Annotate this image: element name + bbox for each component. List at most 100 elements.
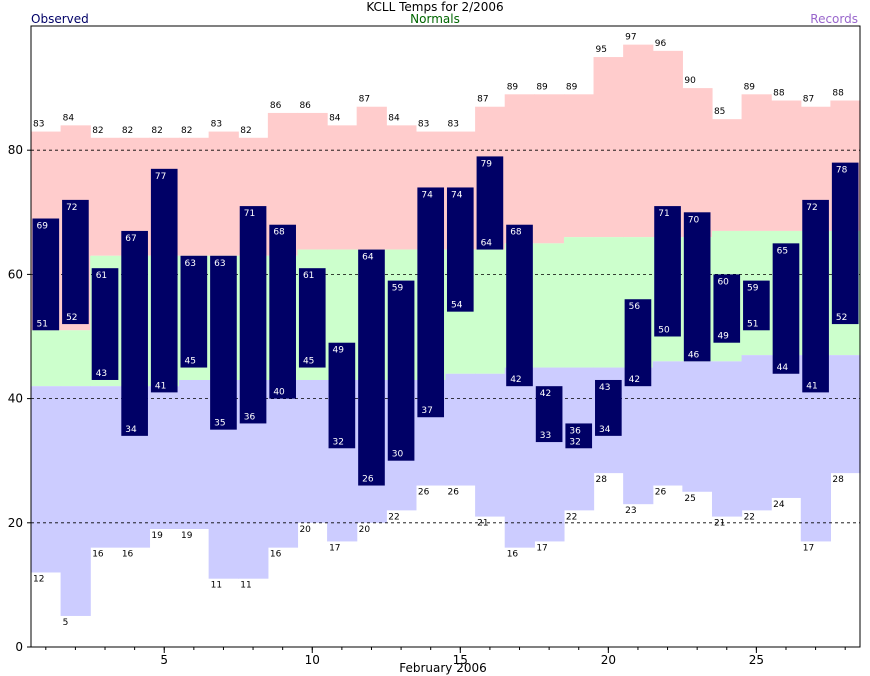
- normal-band: [534, 243, 565, 368]
- observed-low-label: 26: [362, 475, 374, 485]
- observed-bar: [713, 274, 741, 343]
- observed-high-label: 36: [569, 426, 581, 436]
- record-low-label: 19: [181, 531, 193, 541]
- record-high-label: 86: [299, 101, 311, 111]
- observed-low-label: 41: [806, 381, 817, 391]
- observed-low-label: 44: [777, 363, 789, 373]
- axes-layer: 0 20 40 60 80 5 10 15 20 25 February 2006: [8, 25, 861, 675]
- record-low-label: 16: [270, 550, 282, 560]
- y-tick-label: 20: [8, 516, 23, 530]
- record-low-band: [179, 379, 210, 530]
- observed-low-label: 30: [392, 450, 404, 460]
- record-high-label: 87: [477, 95, 488, 105]
- record-high-label: 86: [270, 101, 282, 111]
- observed-low-label: 42: [510, 375, 521, 385]
- observed-bar: [298, 268, 326, 368]
- record-high-label: 96: [655, 39, 667, 49]
- observed-high-label: 67: [125, 234, 136, 244]
- record-low-label: 22: [744, 512, 755, 522]
- record-low-label: 28: [832, 475, 844, 485]
- observed-low-label: 34: [599, 425, 611, 435]
- observed-high-label: 71: [658, 209, 669, 219]
- legend-normals: Normals: [410, 12, 460, 26]
- x-tick-label: 20: [601, 653, 616, 667]
- legend-observed: Observed: [31, 12, 89, 26]
- observed-bar: [150, 168, 178, 393]
- record-low-band: [741, 355, 772, 511]
- record-high-band: [711, 119, 743, 231]
- observed-bar: [32, 218, 60, 331]
- observed-low-label: 34: [125, 425, 137, 435]
- observed-bar: [387, 280, 415, 461]
- record-low-band: [60, 386, 91, 616]
- observed-bar: [446, 187, 474, 312]
- record-low-label: 11: [211, 581, 222, 591]
- record-high-label: 87: [803, 95, 814, 105]
- observed-low-label: 45: [303, 357, 314, 367]
- record-high-label: 83: [448, 120, 459, 130]
- plot-frame: [30, 25, 861, 648]
- record-low-label: 20: [359, 525, 371, 535]
- record-high-band: [504, 94, 535, 244]
- observed-low-label: 49: [717, 332, 729, 342]
- record-low-label: 17: [329, 543, 340, 553]
- observed-high-label: 60: [717, 277, 729, 287]
- record-high-label: 97: [625, 33, 636, 43]
- record-low-band: [682, 361, 713, 492]
- record-low-label: 21: [477, 519, 488, 529]
- record-high-label: 88: [773, 89, 785, 99]
- observed-bar: [328, 342, 356, 449]
- record-low-band: [652, 361, 683, 486]
- record-high-label: 87: [359, 95, 370, 105]
- observed-high-label: 74: [421, 190, 433, 200]
- record-high-band: [208, 131, 239, 256]
- observed-high-label: 72: [66, 203, 77, 213]
- record-low-band: [445, 373, 476, 486]
- record-low-label: 16: [92, 550, 104, 560]
- record-low-band: [297, 379, 328, 523]
- observed-high-label: 42: [540, 389, 551, 399]
- observed-bar: [831, 162, 859, 325]
- record-low-band: [830, 355, 861, 474]
- record-high-band: [386, 125, 417, 250]
- normal-band: [593, 237, 624, 368]
- record-low-label: 16: [507, 550, 519, 560]
- observed-high-label: 59: [392, 284, 404, 294]
- record-high-label: 82: [151, 126, 162, 136]
- observed-low-label: 32: [333, 437, 344, 447]
- record-high-label: 83: [33, 120, 44, 130]
- observed-high-label: 74: [451, 190, 463, 200]
- record-low-label: 24: [773, 500, 785, 510]
- record-high-label: 82: [122, 126, 133, 136]
- observed-bar: [358, 249, 385, 486]
- x-tick-label: 10: [305, 653, 320, 667]
- normal-band: [475, 249, 506, 374]
- record-low-band: [149, 386, 180, 530]
- record-high-label: 89: [566, 82, 578, 92]
- normal-band: [60, 330, 91, 387]
- observed-bar: [210, 255, 237, 430]
- record-low-label: 28: [596, 475, 608, 485]
- observed-high-label: 65: [777, 246, 788, 256]
- record-high-label: 83: [211, 120, 222, 130]
- observed-bar: [772, 243, 800, 374]
- record-low-band: [504, 367, 535, 548]
- observed-low-label: 54: [451, 301, 463, 311]
- record-high-label: 95: [596, 45, 607, 55]
- observed-bar: [624, 299, 652, 387]
- record-high-label: 88: [832, 89, 844, 99]
- observed-low-label: 32: [569, 437, 580, 447]
- record-low-band: [475, 373, 506, 517]
- x-axis-label: February 2006: [399, 661, 487, 675]
- x-tick-label: 15: [453, 653, 468, 667]
- record-low-label: 25: [684, 494, 695, 504]
- record-high-label: 82: [240, 126, 251, 136]
- record-high-band: [90, 137, 121, 256]
- observed-low-label: 35: [214, 419, 225, 429]
- record-high-label: 89: [507, 82, 519, 92]
- observed-high-label: 78: [836, 166, 848, 176]
- record-low-band: [623, 367, 654, 505]
- record-low-label: 26: [655, 488, 667, 498]
- record-high-label: 82: [181, 126, 192, 136]
- observed-high-label: 63: [185, 259, 196, 269]
